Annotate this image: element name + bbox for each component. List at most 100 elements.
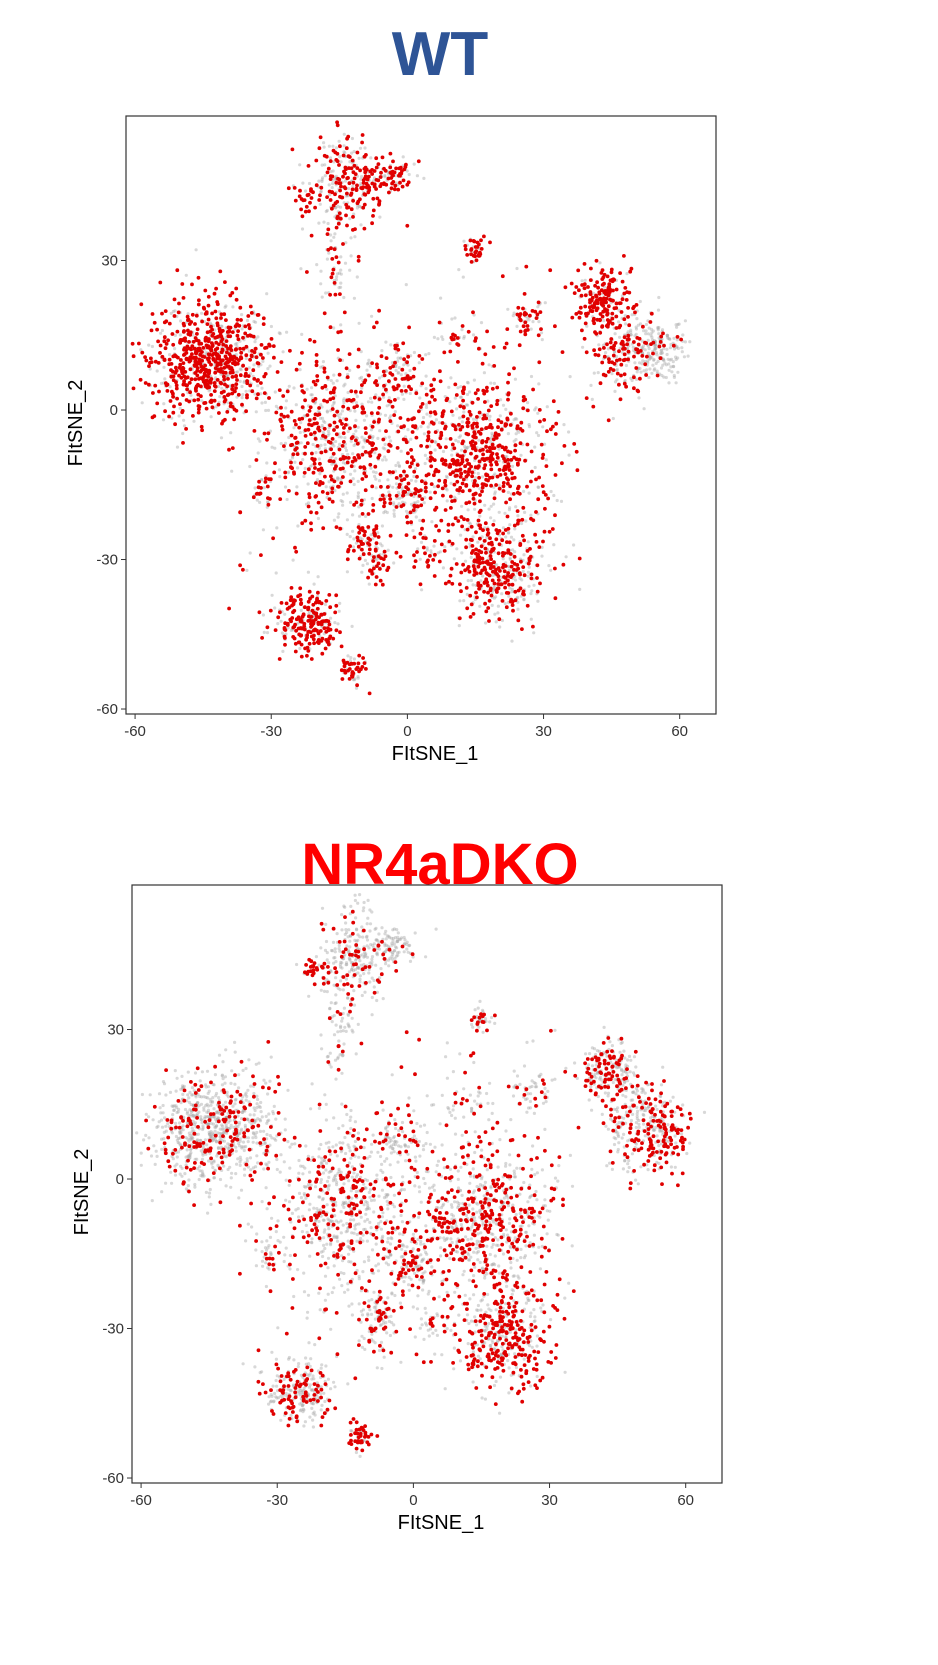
background-point bbox=[338, 155, 342, 159]
background-point bbox=[247, 366, 251, 370]
background-point bbox=[222, 1164, 226, 1168]
background-point bbox=[162, 1137, 166, 1141]
background-point bbox=[350, 136, 354, 141]
background-point bbox=[244, 1066, 248, 1071]
background-point bbox=[207, 1159, 211, 1163]
background-point bbox=[178, 1121, 182, 1125]
background-point bbox=[256, 335, 260, 339]
background-point bbox=[351, 184, 355, 188]
background-point bbox=[221, 1077, 225, 1081]
background-point bbox=[201, 1124, 205, 1128]
background-point bbox=[240, 384, 244, 389]
background-point bbox=[242, 1148, 246, 1153]
background-point bbox=[213, 1073, 217, 1077]
background-point bbox=[175, 1110, 179, 1115]
background-point bbox=[320, 178, 324, 182]
background-point bbox=[255, 1094, 259, 1098]
wt-points-layer bbox=[130, 120, 692, 696]
background-point bbox=[240, 396, 244, 400]
background-point bbox=[301, 181, 305, 185]
background-point bbox=[348, 217, 352, 221]
background-point bbox=[139, 1163, 143, 1167]
background-point bbox=[181, 1092, 185, 1096]
background-point bbox=[342, 144, 346, 148]
background-point bbox=[267, 1112, 271, 1116]
background-point bbox=[274, 404, 278, 408]
background-point bbox=[185, 1110, 190, 1114]
background-point bbox=[216, 1146, 221, 1150]
background-point bbox=[150, 344, 154, 349]
background-point bbox=[230, 1171, 234, 1175]
background-point bbox=[187, 1096, 191, 1100]
background-point bbox=[336, 204, 340, 208]
background-point bbox=[229, 1081, 233, 1085]
background-point bbox=[164, 1129, 168, 1133]
background-point bbox=[422, 176, 426, 180]
background-point bbox=[257, 364, 261, 368]
background-point bbox=[214, 405, 218, 409]
background-point bbox=[173, 333, 177, 337]
background-point bbox=[224, 1154, 228, 1158]
background-point bbox=[330, 186, 334, 190]
background-point bbox=[175, 1162, 179, 1166]
background-point bbox=[383, 175, 387, 179]
background-point bbox=[198, 1079, 202, 1083]
background-point bbox=[256, 1097, 260, 1102]
background-point bbox=[260, 386, 264, 390]
background-point bbox=[254, 1062, 258, 1066]
background-point bbox=[160, 1190, 164, 1194]
background-point bbox=[334, 174, 338, 178]
background-point bbox=[194, 248, 198, 252]
background-point bbox=[337, 139, 341, 143]
background-point bbox=[182, 424, 187, 428]
background-point bbox=[323, 174, 327, 178]
background-point bbox=[140, 401, 144, 405]
background-point bbox=[360, 175, 364, 179]
background-point bbox=[177, 414, 181, 418]
background-point bbox=[268, 364, 272, 368]
background-point bbox=[258, 1129, 263, 1133]
background-point bbox=[195, 1138, 200, 1142]
background-point bbox=[224, 1184, 228, 1188]
background-point bbox=[208, 321, 212, 325]
background-point bbox=[168, 385, 172, 389]
background-point bbox=[233, 1050, 237, 1054]
background-point bbox=[319, 190, 323, 194]
background-point bbox=[135, 1131, 139, 1135]
background-point bbox=[191, 333, 195, 337]
background-point bbox=[183, 1107, 188, 1112]
background-point bbox=[261, 359, 265, 363]
background-point bbox=[222, 1127, 226, 1131]
background-point bbox=[234, 1145, 238, 1149]
background-point bbox=[147, 1115, 151, 1119]
background-point bbox=[242, 380, 246, 384]
background-point bbox=[315, 263, 319, 267]
background-point bbox=[159, 331, 163, 335]
background-point bbox=[332, 160, 336, 164]
background-point bbox=[176, 1150, 181, 1154]
background-point bbox=[209, 1202, 213, 1206]
background-point bbox=[244, 389, 248, 393]
background-point bbox=[229, 1185, 233, 1189]
background-point bbox=[331, 144, 335, 148]
background-point bbox=[159, 381, 164, 385]
background-point bbox=[359, 223, 363, 227]
background-point bbox=[160, 328, 164, 333]
background-point bbox=[162, 365, 166, 369]
background-point bbox=[163, 377, 167, 381]
background-point bbox=[173, 309, 177, 313]
background-point bbox=[268, 1079, 272, 1083]
background-point bbox=[161, 1111, 165, 1115]
background-point bbox=[347, 186, 351, 191]
background-point bbox=[320, 163, 324, 167]
background-point bbox=[209, 1103, 213, 1107]
background-point bbox=[151, 1118, 155, 1122]
background-point bbox=[228, 1118, 232, 1123]
background-point bbox=[342, 150, 346, 154]
background-point bbox=[355, 206, 359, 210]
background-point bbox=[185, 1148, 189, 1152]
background-point bbox=[246, 1140, 250, 1144]
background-point bbox=[298, 368, 302, 372]
background-point bbox=[217, 384, 221, 389]
background-point bbox=[357, 156, 361, 160]
